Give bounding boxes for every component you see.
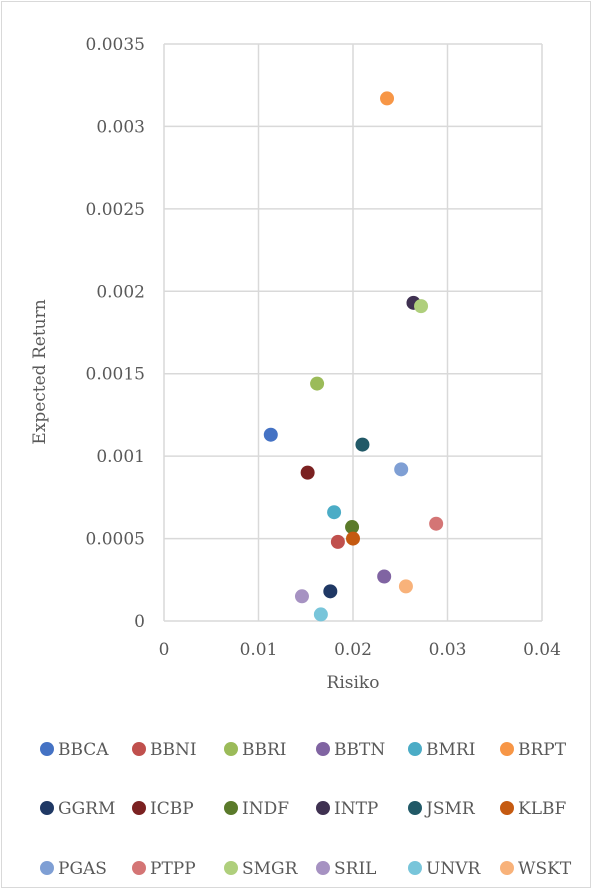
legend-item-ggrm: GGRM	[40, 799, 115, 819]
legend-label: PTPP	[150, 859, 196, 879]
point-smgr	[414, 299, 429, 314]
legend-label: INDF	[242, 799, 289, 819]
legend-label: PGAS	[58, 859, 107, 879]
legend-marker	[408, 742, 422, 756]
legend-marker	[224, 861, 238, 875]
point-jsmr	[355, 437, 370, 452]
x-tick-label: 0.03	[429, 640, 467, 660]
legend-label: UNVR	[426, 859, 481, 879]
legend-marker	[408, 861, 422, 875]
legend-marker	[500, 742, 514, 756]
point-ggrm	[323, 584, 338, 599]
legend-item-jsmr: JSMR	[408, 799, 476, 819]
gridlines	[163, 43, 543, 622]
legend-item-ptpp: PTPP	[132, 859, 196, 879]
y-tick-label: 0.0005	[86, 530, 145, 550]
legend-marker	[132, 801, 146, 815]
legend-item-bbni: BBNI	[132, 740, 197, 760]
y-tick-label: 0.003	[96, 117, 145, 137]
y-tick-label: 0.0015	[86, 365, 145, 385]
legend-marker	[40, 742, 54, 756]
legend-item-wskt: WSKT	[500, 859, 572, 879]
legend-label: BBNI	[150, 740, 197, 760]
legend-label: BBCA	[58, 740, 109, 760]
y-tick-label: 0.0035	[86, 35, 145, 55]
legend-marker	[224, 742, 238, 756]
legend-marker	[40, 801, 54, 815]
x-tick-label: 0.01	[240, 640, 278, 660]
legend-item-brpt: BRPT	[500, 740, 567, 760]
legend-marker	[132, 861, 146, 875]
legend-item-intp: INTP	[316, 799, 378, 819]
legend-marker	[316, 801, 330, 815]
point-klbf	[346, 531, 360, 546]
point-ptpp	[429, 516, 444, 531]
legend-marker	[316, 861, 330, 875]
y-axis-ticks: 0 0.0005 0.001 0.0015 0.002 0.0025 0.003 0.0035	[86, 35, 145, 632]
y-tick-label: 0.001	[96, 447, 145, 467]
y-tick-label: 0.0025	[86, 200, 145, 220]
legend-label: BRPT	[518, 740, 567, 760]
legend-item-smgr: SMGR	[224, 859, 299, 879]
legend-label: GGRM	[58, 799, 115, 819]
legend-label: WSKT	[518, 859, 572, 879]
y-axis-title: Expected Return	[30, 299, 50, 444]
legend-item-klbf: KLBF	[500, 799, 566, 819]
legend-label: BBTN	[334, 740, 385, 760]
point-bbri	[310, 376, 325, 391]
legend-label: BBRI	[242, 740, 287, 760]
legend-label: SRIL	[334, 859, 376, 879]
x-tick-label: 0.04	[523, 640, 561, 660]
legend-item-indf: INDF	[224, 799, 289, 819]
x-axis-ticks: 0 0.01 0.02 0.03 0.04	[159, 640, 561, 660]
point-unvr	[313, 607, 328, 622]
legend-item-bbtn: BBTN	[316, 740, 385, 760]
legend-label: INTP	[334, 799, 378, 819]
point-indf	[345, 520, 360, 535]
point-bbtn	[377, 569, 392, 584]
legend-marker	[224, 801, 238, 815]
point-brpt	[380, 91, 395, 106]
legend-label: BMRI	[426, 740, 475, 760]
point-bbca	[263, 427, 278, 442]
point-icbp	[300, 465, 315, 480]
legend-marker	[132, 742, 146, 756]
point-wskt	[398, 579, 413, 594]
y-tick-label: 0.002	[96, 282, 145, 302]
point-sril	[294, 589, 309, 604]
legend-label: ICBP	[150, 799, 194, 819]
legend-item-unvr: UNVR	[408, 859, 481, 879]
legend-marker	[408, 801, 422, 815]
data-points	[263, 91, 444, 622]
legend-item-bmri: BMRI	[408, 740, 475, 760]
legend-label: JSMR	[424, 799, 476, 819]
legend-marker	[40, 861, 54, 875]
point-bbni	[330, 534, 345, 549]
point-bmri	[327, 505, 342, 520]
x-tick-label: 0	[159, 640, 170, 660]
legend-marker	[500, 801, 514, 815]
legend-label: KLBF	[518, 799, 566, 819]
point-pgas	[394, 462, 409, 477]
x-tick-label: 0.02	[334, 640, 372, 660]
x-axis-title: Risiko	[327, 673, 380, 693]
legend-label: SMGR	[242, 859, 299, 879]
legend-item-bbri: BBRI	[224, 740, 287, 760]
legend: BBCA BBNI BBRI BBTN BMRI BRPT GGRM ICBP INDF INTP…	[40, 740, 572, 879]
legend-marker	[500, 861, 514, 875]
y-tick-label: 0	[134, 612, 145, 632]
legend-item-bbca: BBCA	[40, 740, 109, 760]
legend-marker	[316, 742, 330, 756]
legend-item-sril: SRIL	[316, 859, 376, 879]
legend-item-icbp: ICBP	[132, 799, 194, 819]
legend-item-pgas: PGAS	[40, 859, 107, 879]
